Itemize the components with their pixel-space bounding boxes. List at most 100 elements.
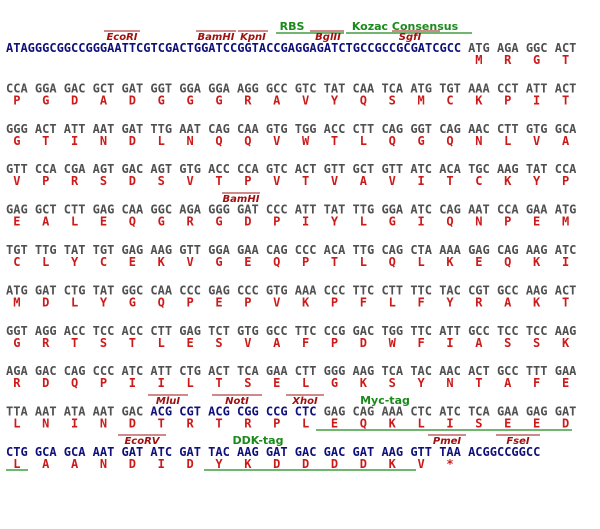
amino-acid: K [475, 93, 483, 107]
codon: CCA [35, 162, 57, 176]
codon: GCT [35, 203, 57, 217]
codon: GAA [497, 405, 519, 419]
codon: ACT [555, 41, 577, 55]
codon: GCC [266, 81, 288, 95]
codon: AGA [6, 364, 28, 378]
vector-sequence: ACGGCCGGCC [468, 445, 540, 459]
amino-acid: T [158, 417, 165, 431]
codon: TCC [526, 324, 548, 338]
amino-acid: P [504, 215, 511, 229]
codon: GTG [179, 162, 201, 176]
codon: TCC [497, 324, 519, 338]
amino-acid: K [244, 457, 252, 471]
restriction-site: BamHI [198, 32, 235, 43]
amino-acid: T [562, 53, 569, 67]
amino-acid: R [244, 417, 252, 431]
codon: TTG [353, 243, 375, 257]
codon: ATC [410, 203, 432, 217]
amino-acid: I [446, 417, 453, 431]
codon: TCT [208, 324, 230, 338]
codon: TTC [295, 324, 317, 338]
amino-acid: K [533, 255, 541, 269]
codon: CTG [64, 283, 86, 297]
codon: CCA [555, 162, 577, 176]
codon: CTG [179, 364, 201, 378]
codon: GAG [208, 283, 230, 297]
codon: CCC [93, 364, 115, 378]
restriction-site: FseI [506, 436, 530, 447]
amino-acid: P [504, 93, 511, 107]
amino-acid: P [302, 255, 309, 269]
codon: TCA [381, 364, 403, 378]
amino-acid: D [129, 457, 136, 471]
amino-acid: E [215, 295, 222, 309]
codon: GAA [266, 364, 288, 378]
codon: GAA [237, 243, 259, 257]
restriction-site: XhoI [291, 396, 318, 407]
codon: CTA [410, 243, 432, 257]
amino-acid: P [244, 295, 251, 309]
restriction-site: NotI [225, 396, 249, 407]
amino-acid: L [158, 336, 165, 350]
amino-acid: E [129, 255, 136, 269]
amino-acid: T [215, 417, 222, 431]
codon: AAT [468, 203, 490, 217]
amino-acid: G [215, 93, 222, 107]
amino-acid: F [418, 336, 425, 350]
codon: CCG [324, 324, 346, 338]
amino-acid: F [418, 295, 425, 309]
codon: AAA [381, 405, 403, 419]
codon: ATT [150, 364, 172, 378]
amino-acid: T [42, 134, 49, 148]
codon: TAT [324, 203, 346, 217]
amino-acid: F [302, 336, 309, 350]
codon: CAA [237, 122, 259, 136]
amino-acid: Q [129, 215, 136, 229]
codon: TCA [468, 405, 490, 419]
codon: TAC [208, 445, 230, 459]
codon: TCA [237, 364, 259, 378]
codon: GGA [381, 203, 403, 217]
amino-acid: N [100, 457, 107, 471]
codon: TTC [410, 324, 432, 338]
codon: GCA [35, 445, 57, 459]
amino-acid: D [273, 457, 280, 471]
amino-acid: I [158, 376, 165, 390]
codon: ATT [64, 122, 86, 136]
codon: ATG [468, 41, 490, 55]
amino-acid: L [13, 457, 20, 471]
amino-acid: K [389, 417, 397, 431]
amino-acid: P [244, 174, 251, 188]
amino-acid: L [504, 134, 511, 148]
codon: TAT [64, 243, 86, 257]
codon: CGA [64, 162, 86, 176]
codon: AAA [439, 243, 461, 257]
codon: TAA [439, 445, 461, 459]
codon: AGG [35, 324, 57, 338]
amino-acid: M [418, 93, 425, 107]
amino-acid: P [331, 295, 338, 309]
codon: GAC [64, 81, 86, 95]
amino-acid: D [129, 174, 136, 188]
codon: CAG [381, 243, 403, 257]
codon: ACT [555, 283, 577, 297]
amino-acid: E [273, 376, 280, 390]
codon: GAT [122, 122, 144, 136]
amino-acid: N [100, 134, 107, 148]
amino-acid: N [187, 134, 194, 148]
amino-acid: E [244, 255, 251, 269]
codon: ATC [122, 364, 144, 378]
amino-acid: P [13, 93, 20, 107]
codon: GGC [122, 283, 144, 297]
amino-acid: D [302, 457, 309, 471]
amino-acid: * [446, 457, 453, 471]
amino-acid: T [331, 255, 338, 269]
amino-acid: G [158, 93, 165, 107]
amino-acid: W [389, 336, 397, 350]
codon: TTG [150, 122, 172, 136]
codon: TAC [439, 283, 461, 297]
codon: ACC [324, 122, 346, 136]
amino-acid: E [13, 215, 20, 229]
amino-acid: Y [418, 376, 426, 390]
amino-acid: N [100, 417, 107, 431]
